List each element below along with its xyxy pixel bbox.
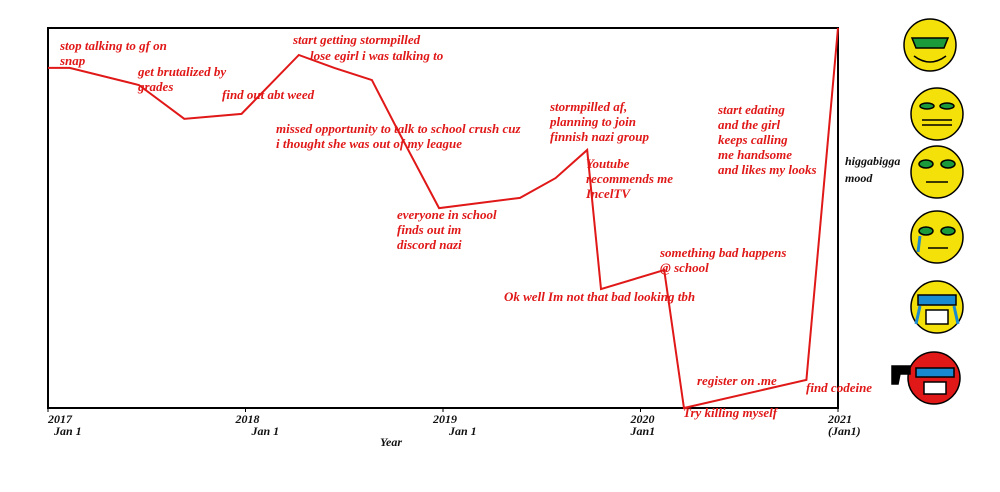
x-tick-label: 2020	[630, 412, 655, 426]
annotation: i thought she was out of my league	[276, 136, 462, 151]
annotation: register on .me	[697, 373, 777, 388]
x-tick-label: 2021	[827, 412, 852, 426]
annotation: keeps calling	[718, 132, 788, 147]
x-tick-note: Jan1	[630, 424, 656, 438]
y-axis-label: higgabigga	[845, 154, 900, 168]
annotation: everyone in school	[397, 207, 497, 222]
annotation: find codeine	[806, 380, 872, 395]
annotation: snap	[59, 53, 86, 68]
annotation: finnish nazi group	[550, 129, 649, 144]
x-tick-note: (Jan1)	[828, 424, 861, 438]
annotation: and the girl	[718, 117, 781, 132]
annotation: Youtube	[586, 156, 630, 171]
x-tick-note: Jan 1	[53, 424, 82, 438]
x-tick-label: 2018	[235, 412, 260, 426]
x-tick-label: 2019	[432, 412, 457, 426]
annotation: @ school	[660, 260, 709, 275]
annotation: stormpilled af,	[549, 99, 627, 114]
annotation: get brutalized by	[137, 64, 226, 79]
x-axis-label: Year	[380, 435, 402, 449]
annotation: find out abt weed	[222, 87, 315, 102]
annotation: Try killing myself	[683, 405, 779, 420]
annotation: lose egirl i was talking to	[310, 48, 444, 63]
y-axis-label: mood	[845, 171, 873, 185]
annotation: stop talking to gf on	[59, 38, 167, 53]
annotation: me handsome	[718, 147, 792, 162]
annotation: planning to join	[549, 114, 636, 129]
annotation: IncelTV	[585, 186, 631, 201]
mood-faces	[891, 18, 964, 405]
annotation: start getting stormpilled	[292, 32, 421, 47]
annotation: grades	[137, 79, 173, 94]
annotation: discord nazi	[397, 237, 462, 252]
annotation: start edating	[717, 102, 785, 117]
annotation: Ok well Im not that bad looking tbh	[504, 289, 695, 304]
x-tick-note: Jan 1	[251, 424, 280, 438]
mood-line	[48, 27, 839, 410]
annotation: something bad happens	[659, 245, 786, 260]
x-tick-label: 2017	[47, 412, 73, 426]
annotation: and likes my looks	[718, 162, 817, 177]
annotation: recommends me	[586, 171, 673, 186]
x-tick-note: Jan 1	[448, 424, 477, 438]
annotation: finds out im	[397, 222, 461, 237]
annotation: missed opportunity to talk to school cru…	[276, 121, 521, 136]
